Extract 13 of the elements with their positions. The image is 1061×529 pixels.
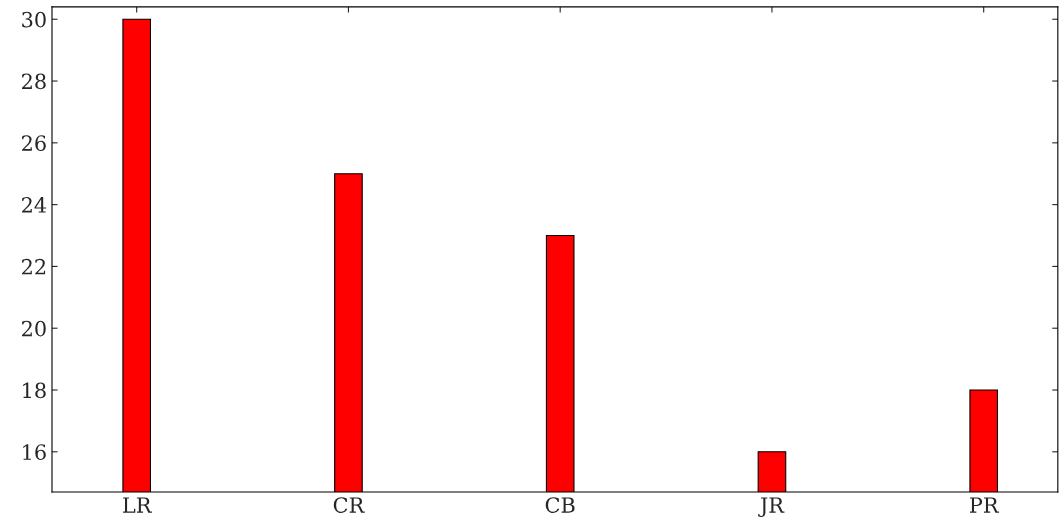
y-tick-label: 22 xyxy=(22,258,46,275)
y-tick-label: 20 xyxy=(22,320,46,337)
x-tick-label: CR xyxy=(333,497,365,513)
x-tick-label: CB xyxy=(545,497,575,513)
y-tick-label: 26 xyxy=(22,135,46,152)
y-tick-label: 28 xyxy=(22,73,46,90)
y-tick-label: 24 xyxy=(22,197,47,213)
y-tick-label: 30 xyxy=(22,11,46,28)
x-tick-label: JR xyxy=(758,497,785,517)
x-tick-label: LR xyxy=(123,497,152,513)
y-tick-label: 16 xyxy=(23,444,46,461)
x-tick-label: PR xyxy=(970,497,1000,513)
y-tick-label: 18 xyxy=(23,382,46,399)
